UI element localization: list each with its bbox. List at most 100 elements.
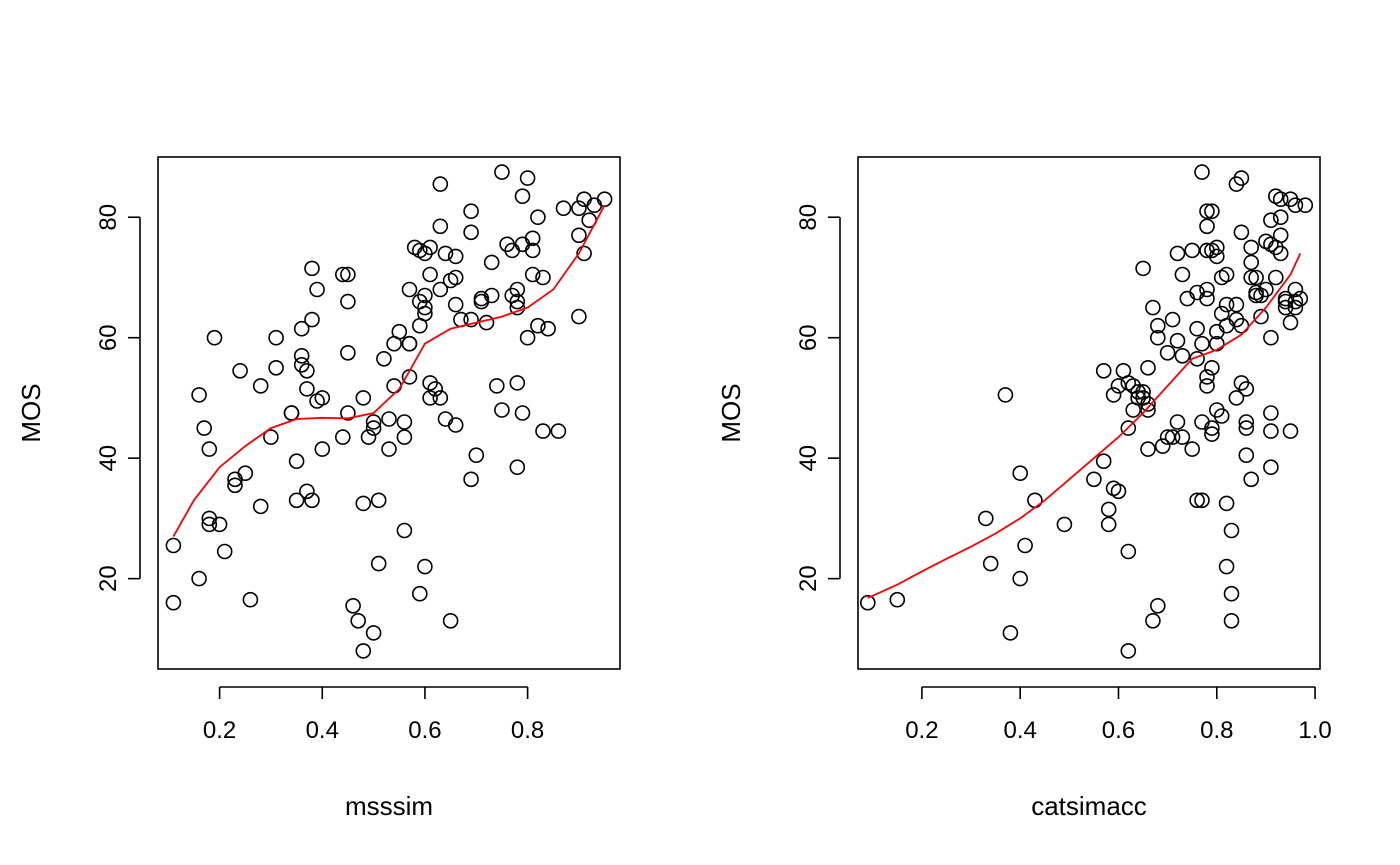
data-point (1056, 516, 1073, 533)
data-point (1292, 290, 1309, 307)
data-point (293, 320, 310, 337)
data-point (1184, 242, 1200, 259)
data-point (509, 293, 526, 310)
x-tick-label: 0.4 (306, 717, 339, 744)
data-point (1095, 362, 1112, 379)
data-point (381, 441, 397, 457)
data-point (1223, 612, 1240, 629)
x-tick-label: 0.4 (1004, 717, 1037, 744)
data-point (417, 305, 433, 322)
data-point (299, 381, 315, 397)
data-point (1140, 359, 1156, 376)
x-tick-label: 0.2 (905, 717, 938, 744)
data-point (427, 381, 444, 397)
y-tick-label: 60 (795, 324, 822, 351)
data-point (340, 266, 356, 283)
data-point (1204, 426, 1220, 442)
data-point (1189, 492, 1205, 509)
data-point (1194, 414, 1210, 430)
data-point (1120, 643, 1137, 659)
plot-frame (857, 156, 1321, 670)
data-point (386, 378, 402, 394)
x-tick-label: 0.2 (203, 717, 236, 744)
data-point (417, 287, 433, 304)
data-point (1243, 269, 1259, 286)
data-point (370, 492, 387, 509)
data-point (535, 423, 551, 439)
data-point (1228, 176, 1245, 192)
data-point (1110, 483, 1127, 500)
data-point (304, 260, 320, 277)
data-point (355, 390, 372, 406)
data-point (391, 323, 408, 340)
data-point (1012, 465, 1029, 482)
data-point (288, 453, 305, 470)
data-point (288, 492, 305, 509)
data-point (314, 390, 331, 406)
data-point (1228, 390, 1245, 406)
points-layer (165, 164, 613, 659)
data-point (519, 329, 536, 346)
data-point (1238, 447, 1255, 464)
data-point (370, 555, 387, 572)
data-point (1243, 239, 1259, 256)
points-layer (859, 164, 1314, 659)
data-point (196, 420, 212, 436)
data-point (463, 471, 479, 488)
data-point (1218, 266, 1235, 283)
data-point (586, 197, 603, 213)
data-point (1272, 209, 1289, 225)
y-tick-label: 80 (795, 204, 822, 231)
data-point (1213, 408, 1230, 424)
data-point (1194, 335, 1210, 352)
data-point (1164, 429, 1181, 445)
y-axis: 20 40 60 80 (795, 204, 841, 592)
data-point (334, 429, 351, 445)
data-point (1179, 290, 1196, 307)
data-point (1263, 423, 1279, 439)
data-point (977, 510, 994, 527)
y-axis: 20 40 60 80 (95, 204, 141, 592)
data-point (309, 393, 325, 409)
data-point (524, 266, 541, 283)
data-point (488, 378, 505, 394)
data-point (1213, 269, 1230, 286)
data-point (365, 625, 382, 641)
data-point (417, 558, 433, 575)
data-point (355, 643, 372, 659)
data-point (1012, 570, 1029, 587)
data-point (535, 269, 551, 286)
data-point (447, 269, 464, 286)
data-point (1140, 402, 1156, 418)
data-point (1228, 296, 1245, 313)
data-point (1150, 597, 1166, 614)
data-point (1253, 308, 1269, 325)
data-point (447, 296, 464, 313)
data-point (252, 378, 269, 394)
data-point (314, 441, 331, 457)
data-point (227, 477, 243, 494)
data-point (1140, 441, 1156, 457)
data-point (1184, 441, 1200, 457)
data-point (1272, 191, 1289, 207)
data-point (1105, 387, 1122, 403)
data-point (396, 522, 413, 539)
data-point (1189, 350, 1205, 367)
data-point (1287, 197, 1304, 213)
data-point (355, 495, 372, 512)
data-point (1272, 245, 1289, 262)
data-point (396, 414, 413, 430)
data-point (1027, 492, 1043, 509)
data-point (1159, 344, 1176, 361)
data-point (299, 362, 315, 379)
x-tick-label: 0.6 (1102, 717, 1135, 744)
data-point (283, 405, 300, 421)
data-point (406, 239, 423, 256)
data-point (1268, 188, 1284, 204)
data-point (1272, 227, 1289, 244)
y-tick-label: 80 (95, 204, 122, 231)
data-point (1268, 269, 1284, 286)
data-point (432, 218, 449, 235)
data-point (201, 516, 218, 533)
